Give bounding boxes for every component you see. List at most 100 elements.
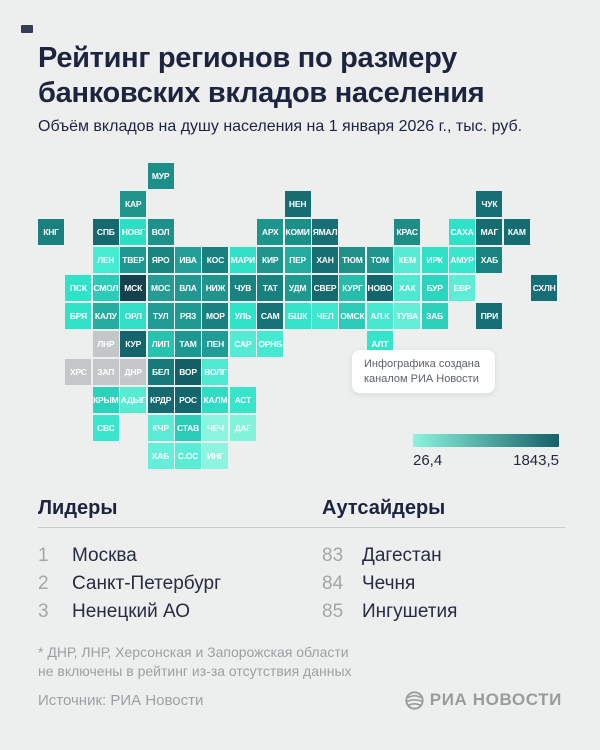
map-tile-С.ОС: С.ОС: [175, 443, 201, 469]
map-tile-СТАВ: СТАВ: [175, 415, 201, 441]
rank: 83: [322, 545, 344, 566]
map-tile-ЗАП: ЗАП: [92, 359, 119, 385]
map-tile-АМУР: АМУР: [449, 247, 475, 273]
leaders-list: 1 Москва 2 Санкт-Петербург 3 Ненецкий АО: [38, 542, 221, 626]
map-tile-ТВЕР: ТВЕР: [120, 247, 147, 273]
map-tile-ЛНР: ЛНР: [92, 331, 119, 357]
map-tile-ТАМ: ТАМ: [175, 331, 201, 357]
map-tile-САХА: САХА: [449, 219, 475, 245]
map-tile-НОВО: НОВО: [366, 275, 393, 301]
map-tile-НИЖ: НИЖ: [202, 275, 229, 301]
map-tile-ЧУВ: ЧУВ: [229, 275, 256, 301]
map-tile-ВОЛ: ВОЛ: [147, 219, 174, 245]
list-item: 83 Дагестан: [322, 542, 457, 570]
map-tile-КНГ: КНГ: [38, 219, 64, 245]
tooltip-line-1: Инфографика создана: [364, 358, 480, 370]
rank: 84: [322, 573, 344, 594]
map-tile-БШК: БШК: [284, 303, 311, 329]
map-tile-ДАГ: ДАГ: [229, 415, 256, 441]
map-tile-СВС: СВС: [92, 415, 119, 441]
map-tile-СМОЛ: СМОЛ: [92, 275, 119, 301]
map-tile-ЛЕН: ЛЕН: [92, 247, 119, 273]
rank: 3: [38, 601, 49, 622]
map-tile-РОС: РОС: [175, 387, 201, 413]
map-tile-МОС: МОС: [147, 275, 174, 301]
map-tile-МУР: МУР: [147, 163, 174, 189]
source-text: Источник: РИА Новости: [38, 692, 204, 709]
map-tile-АДЫГ: АДЫГ: [120, 387, 147, 413]
map-tile-ТОМ: ТОМ: [366, 247, 393, 273]
map-tile-УДМ: УДМ: [284, 275, 311, 301]
outsiders-header: Аутсайдеры: [322, 497, 446, 519]
map-tile-ТУВА: ТУВА: [394, 303, 421, 329]
footnote-line-1: * ДНР, ЛНР, Херсонская и Запорожская обл…: [38, 644, 349, 660]
ria-globe-icon: [405, 690, 424, 710]
map-tile-ЧЕЛ: ЧЕЛ: [312, 303, 338, 329]
map-tile-ХРС: ХРС: [65, 359, 92, 385]
map-tile-САМ: САМ: [257, 303, 284, 329]
region-name: Чечня: [362, 573, 416, 594]
title-line-1: Рейтинг регионов по размеру: [38, 42, 457, 74]
map-tile-СПБ: СПБ: [92, 219, 119, 245]
map-tile-МАРИ: МАРИ: [229, 247, 256, 273]
list-item: 85 Ингушетия: [322, 598, 457, 626]
rank: 85: [322, 601, 344, 622]
map-tile-УЛЬ: УЛЬ: [229, 303, 256, 329]
legend-min-label: 26,4: [413, 452, 443, 469]
map-tile-ЕВР: ЕВР: [449, 275, 475, 301]
map-tile-ХАБ: ХАБ: [476, 247, 503, 273]
map-tile-ТЮМ: ТЮМ: [339, 247, 366, 273]
map-tile-КУР: КУР: [120, 331, 147, 357]
map-tile-ПРИ: ПРИ: [476, 303, 503, 329]
page-title: Рейтинг регионов по размеру банковских в…: [38, 41, 578, 111]
footnote-line-2: не включены в рейтинг из-за отсутствия д…: [38, 663, 352, 679]
map-tile-ЧУК: ЧУК: [476, 191, 503, 217]
list-item: 2 Санкт-Петербург: [38, 570, 221, 598]
outsiders-list: 83 Дагестан 84 Чечня 85 Ингушетия: [322, 542, 457, 626]
map-tile-ТУЛ: ТУЛ: [147, 303, 174, 329]
ria-logo: РИА НОВОСТИ: [405, 690, 562, 710]
map-tile-ПЕР: ПЕР: [284, 247, 311, 273]
map-tile-МАГ: МАГ: [476, 219, 503, 245]
map-tile-ЗАБ: ЗАБ: [421, 303, 448, 329]
map-tile-ЯМАЛ: ЯМАЛ: [312, 219, 338, 245]
map-tile-КОС: КОС: [202, 247, 229, 273]
map-tile-СВЕР: СВЕР: [312, 275, 338, 301]
map-tile-БЕЛ: БЕЛ: [147, 359, 174, 385]
list-item: 1 Москва: [38, 542, 221, 570]
map-tile-КАБ: КАБ: [147, 443, 174, 469]
map-tile-ХАК: ХАК: [394, 275, 421, 301]
page-subtitle: Объём вкладов на душу населения на 1 янв…: [38, 118, 523, 135]
map-tile-ИРК: ИРК: [421, 247, 448, 273]
map-tile-СХЛН: СХЛН: [531, 275, 558, 301]
map-tile-ОМСК: ОМСК: [339, 303, 366, 329]
ria-logo-text: РИА НОВОСТИ: [429, 690, 562, 709]
map-tile-БУР: БУР: [421, 275, 448, 301]
map-tile-МОР: МОР: [202, 303, 229, 329]
region-name: Дагестан: [362, 545, 442, 566]
rank: 2: [38, 573, 49, 594]
map-tile-КЕМ: КЕМ: [394, 247, 421, 273]
region-name: Санкт-Петербург: [72, 573, 222, 594]
map-tile-САР: САР: [229, 331, 256, 357]
color-scale-legend: 26,4 1843,5: [413, 434, 559, 469]
map-tile-КРЫМ: КРЫМ: [92, 387, 119, 413]
rank: 1: [38, 545, 49, 566]
footnote: * ДНР, ЛНР, Херсонская и Запорожская обл…: [38, 643, 352, 681]
region-name: Ингушетия: [362, 601, 458, 622]
map-tile-ПСК: ПСК: [65, 275, 92, 301]
map-tile-ОРЛ: ОРЛ: [120, 303, 147, 329]
map-tile-ОРНБ: ОРНБ: [257, 331, 284, 357]
map-tile-РЯЗ: РЯЗ: [175, 303, 201, 329]
map-tile-ДНР: ДНР: [120, 359, 147, 385]
map-tile-ИНГ: ИНГ: [202, 443, 229, 469]
map-tile-МСК: МСК: [120, 275, 147, 301]
map-tile-ЧЕЧ: ЧЕЧ: [202, 415, 229, 441]
map-tile-ВЛА: ВЛА: [175, 275, 201, 301]
map-tile-ВОР: ВОР: [175, 359, 201, 385]
gradient-bar: [413, 434, 559, 447]
region-name: Ненецкий АО: [72, 601, 191, 622]
map-tile-БРЯ: БРЯ: [65, 303, 92, 329]
